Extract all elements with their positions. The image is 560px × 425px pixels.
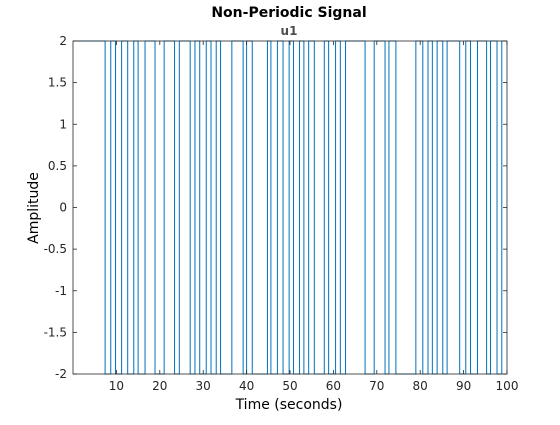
y-tick-label: 0.5 (48, 159, 67, 173)
y-axis: -2 -1.5 -1 -0.5 0 0.5 1 1.5 2 (44, 34, 507, 381)
x-tick-label: 10 (109, 379, 124, 393)
x-tick-label: 20 (152, 379, 167, 393)
x-tick-label: 40 (239, 379, 254, 393)
y-tick-label: -1.5 (44, 325, 67, 339)
y-axis-label: Amplitude (26, 172, 42, 244)
x-tick-label: 50 (282, 379, 297, 393)
x-tick-label: 100 (496, 379, 519, 393)
y-tick-label: -0.5 (44, 242, 67, 256)
x-tick-label: 80 (413, 379, 428, 393)
chart-subtitle: u1 (281, 24, 298, 38)
x-axis-label: Time (seconds) (235, 397, 343, 413)
x-tick-label: 90 (456, 379, 471, 393)
x-axis: 10 20 30 40 50 60 70 80 90 100 (109, 41, 519, 393)
x-tick-label: 60 (326, 379, 341, 393)
y-tick-label: 1 (59, 117, 67, 131)
y-tick-label: 1.5 (48, 76, 67, 90)
x-tick-label: 70 (369, 379, 384, 393)
x-tick-label: 30 (196, 379, 211, 393)
y-tick-label: 2 (59, 34, 67, 48)
y-tick-label: 0 (59, 201, 67, 215)
chart-title: Non-Periodic Signal (211, 5, 366, 21)
y-tick-label: -2 (55, 367, 67, 381)
y-tick-label: -1 (55, 284, 67, 298)
